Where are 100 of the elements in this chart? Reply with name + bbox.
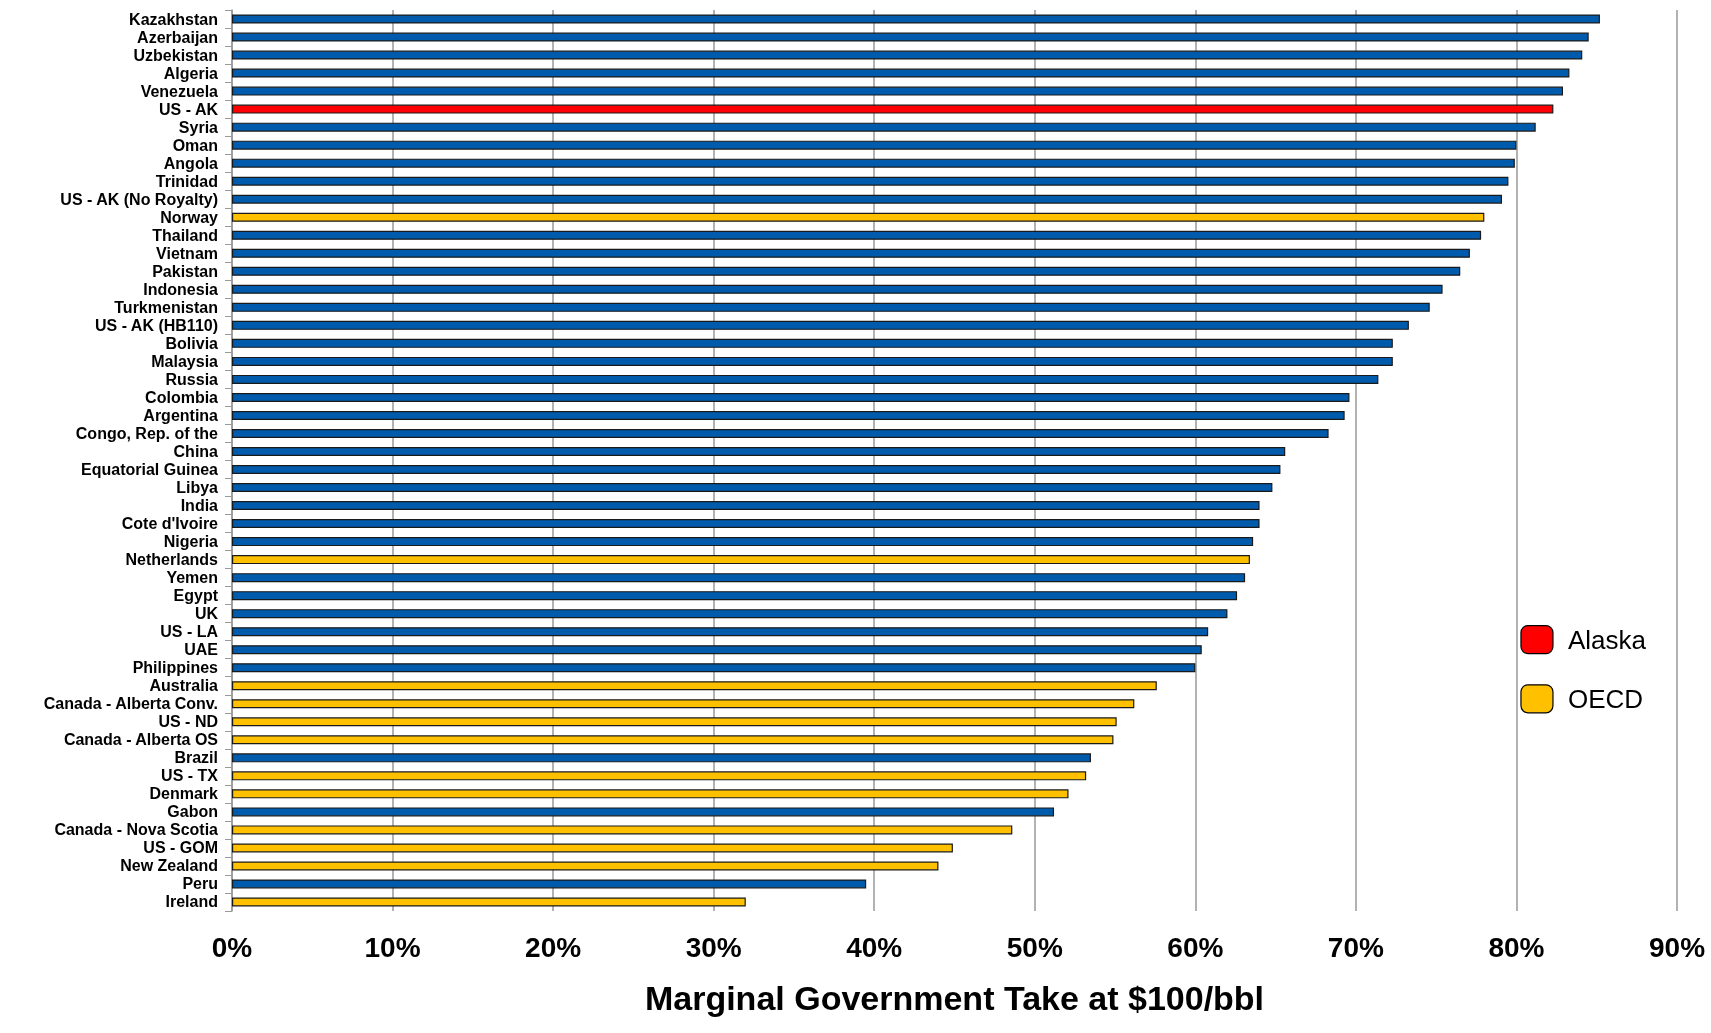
y-tick-label: US - AK (159, 100, 219, 118)
bar (232, 627, 1209, 637)
y-tick-label: US - LA (160, 623, 219, 641)
legend-label: OECD (1567, 683, 1644, 714)
y-tick-label: Peru (182, 875, 218, 893)
y-tick-label: US - GOM (143, 839, 218, 857)
bar (232, 717, 1117, 727)
y-tick-label: UK (194, 605, 219, 623)
bar (232, 194, 1502, 204)
bar (232, 14, 1600, 24)
bar (232, 410, 1345, 420)
y-tick-label: Nigeria (163, 533, 219, 551)
bar (232, 86, 1564, 96)
bar (232, 897, 746, 907)
bar (232, 519, 1260, 529)
x-tick-label: 60% (1167, 931, 1224, 963)
y-tick-label: Netherlands (125, 551, 219, 569)
y-tick-label: Gabon (167, 803, 218, 821)
y-tick-label: Algeria (163, 64, 219, 82)
y-tick-label: Indonesia (143, 280, 219, 298)
x-tick-label: 40% (846, 931, 903, 963)
bar (232, 681, 1157, 691)
y-tick-label: Argentina (143, 406, 219, 424)
y-tick-label: Russia (165, 370, 219, 388)
bar (232, 266, 1461, 276)
y-tick-label: Angola (163, 154, 219, 172)
y-tick-label: India (180, 497, 219, 515)
bar (232, 807, 1055, 817)
bar (232, 789, 1069, 799)
y-tick-label: US - ND (158, 713, 218, 731)
y-tick-label: Azerbaijan (137, 28, 218, 46)
y-tick-label: Bolivia (165, 334, 219, 352)
bar (232, 284, 1443, 294)
bar (232, 68, 1570, 78)
y-tick-label: Ireland (165, 893, 218, 911)
bar (232, 501, 1260, 511)
bar (232, 230, 1482, 240)
bar (232, 356, 1393, 366)
bar (232, 122, 1536, 132)
bar (232, 699, 1135, 709)
x-tick-label: 20% (525, 931, 582, 963)
y-tick-label: Syria (178, 118, 219, 136)
y-tick-label: Norway (160, 208, 219, 226)
bar (232, 771, 1087, 781)
bar (232, 537, 1254, 547)
y-tick-label: Venezuela (140, 82, 219, 100)
y-tick-label: China (173, 442, 219, 460)
x-tick-label: 80% (1488, 931, 1545, 963)
y-tick-label: Uzbekistan (133, 46, 218, 64)
y-tick-label: Denmark (149, 785, 219, 803)
y-tick-label: UAE (184, 641, 219, 659)
bar (232, 446, 1286, 456)
y-tick-label: Congo, Rep. of the (75, 424, 219, 442)
y-tick-label: Pakistan (152, 262, 218, 280)
bar (232, 176, 1509, 186)
bar (232, 302, 1430, 312)
y-tick-label: Equatorial Guinea (81, 461, 219, 479)
bar (232, 158, 1515, 168)
y-tick-label: Canada - Alberta Conv. (43, 695, 218, 713)
bar (232, 645, 1202, 655)
y-tick-label: Yemen (166, 569, 218, 587)
bar (232, 825, 1013, 835)
y-tick-label: Philippines (132, 659, 219, 677)
y-tick-label: Libya (176, 479, 219, 497)
bar (232, 663, 1196, 673)
x-tick-label: 70% (1327, 931, 1385, 963)
bar (232, 140, 1517, 150)
x-tick-label: 90% (1648, 931, 1706, 963)
y-tick-label: Oman (172, 136, 218, 154)
bar (232, 843, 953, 853)
legend-label: Alaska (1567, 624, 1647, 655)
bar (232, 428, 1329, 438)
y-tick-label: US - AK (No Royalty) (60, 190, 218, 208)
y-tick-label: Colombia (145, 388, 219, 406)
x-tick-label: 30% (685, 931, 742, 963)
bar (232, 338, 1393, 348)
bar (232, 374, 1379, 384)
y-tick-label: Trinidad (155, 172, 218, 190)
bar (232, 555, 1250, 565)
y-tick-label: Canada - Nova Scotia (54, 821, 219, 839)
bar (232, 735, 1114, 745)
x-tick-label: 10% (364, 931, 421, 963)
y-tick-label: Kazakhstan (129, 10, 218, 28)
y-tick-label: Australia (149, 677, 219, 695)
y-tick-label: US - TX (161, 767, 219, 785)
bar (232, 465, 1281, 475)
x-tick-label: 50% (1006, 931, 1063, 963)
bar (232, 104, 1554, 114)
y-tick-label: Thailand (152, 226, 218, 244)
y-tick-label: Canada - Alberta OS (63, 731, 219, 749)
y-tick-label: Egypt (173, 587, 219, 605)
bar (232, 591, 1238, 601)
bar (232, 392, 1350, 402)
y-tick-label: Malaysia (151, 352, 219, 370)
bar (232, 861, 939, 871)
bar (232, 879, 867, 889)
bar (232, 50, 1583, 60)
x-tick-label: 0% (211, 931, 253, 963)
bar (232, 483, 1273, 493)
y-tick-label: Turkmenistan (114, 298, 218, 316)
